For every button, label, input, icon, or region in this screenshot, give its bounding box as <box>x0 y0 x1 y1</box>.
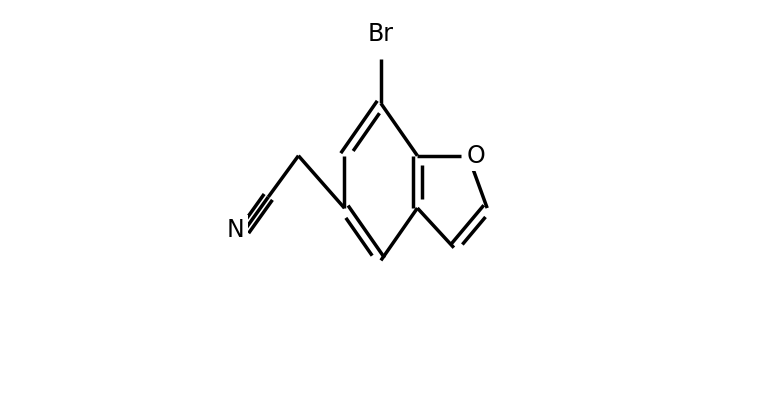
Text: Br: Br <box>368 22 394 46</box>
Text: N: N <box>227 218 244 242</box>
Text: O: O <box>467 144 485 168</box>
